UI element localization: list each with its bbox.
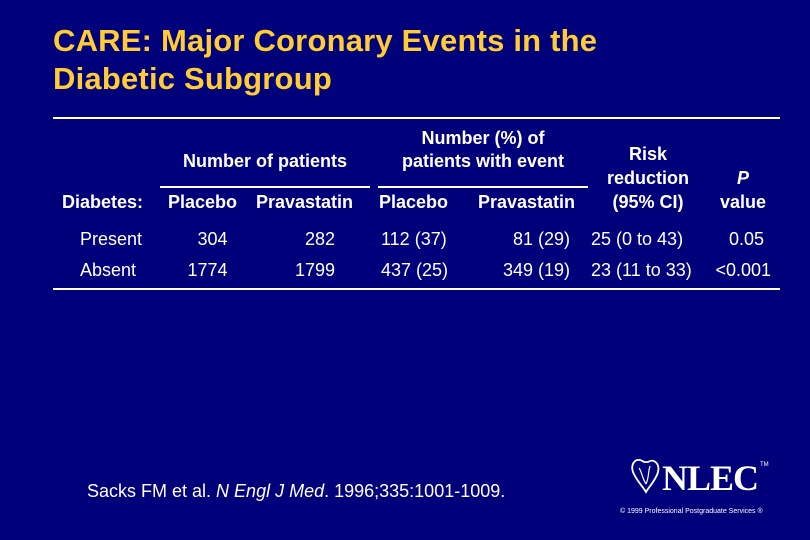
cell-risk: 23 (11 to 33) bbox=[591, 260, 692, 280]
header-risk-line-1: Risk bbox=[628, 144, 668, 164]
header-p-line-1: P bbox=[736, 168, 749, 188]
header-pravastatin-patients: Pravastatin bbox=[256, 192, 354, 212]
header-diabetes: Diabetes: bbox=[62, 192, 144, 212]
cell-placebo-event: 437 (25) bbox=[381, 260, 449, 280]
header-placebo-events: Placebo bbox=[379, 192, 449, 212]
logo-text: NLEC bbox=[662, 458, 758, 496]
title-line-1: CARE: Major Coronary Events in the bbox=[53, 23, 598, 58]
citation-details: . 1996;335:1001-1009. bbox=[324, 481, 506, 501]
cell-prava-event: 349 (19) bbox=[502, 260, 570, 280]
cell-p: <0.001 bbox=[715, 260, 771, 280]
cell-placebo-n: 1774 bbox=[187, 260, 228, 280]
cell-placebo-n: 304 bbox=[197, 229, 228, 249]
header-number-of-patients: Number of patients bbox=[182, 151, 347, 171]
event-group-underline bbox=[378, 186, 588, 188]
header-event-line-1: Number (%) of bbox=[421, 128, 545, 148]
row-label: Absent bbox=[80, 260, 137, 280]
top-rule bbox=[53, 117, 780, 119]
citation-journal: N Engl J Med bbox=[216, 481, 325, 501]
citation: Sacks FM et al. N Engl J Med. 1996;335:1… bbox=[87, 480, 505, 502]
citation-authors: Sacks FM et al. bbox=[87, 481, 217, 501]
cell-prava-n: 282 bbox=[304, 229, 335, 249]
cell-prava-event: 81 (29) bbox=[512, 229, 570, 249]
slide-title: CARE: Major Coronary Events in the Diabe… bbox=[53, 22, 597, 98]
cell-risk: 25 (0 to 43) bbox=[591, 229, 684, 249]
bottom-rule bbox=[53, 288, 780, 290]
cell-p: 0.05 bbox=[728, 229, 764, 249]
patients-group-underline bbox=[160, 186, 370, 188]
copyright-notice: © 1999 Professional Postgraduate Service… bbox=[620, 508, 763, 515]
title-line-2: Diabetic Subgroup bbox=[53, 61, 332, 96]
cell-prava-n: 1799 bbox=[294, 260, 335, 280]
header-p-line-2: value bbox=[719, 192, 767, 212]
nlec-logo: NLEC TM bbox=[630, 456, 770, 498]
header-risk-line-2: reduction bbox=[606, 168, 689, 188]
header-risk-line-3: (95% CI) bbox=[612, 192, 684, 212]
row-label: Present bbox=[80, 229, 143, 249]
cell-placebo-event: 112 (37) bbox=[381, 229, 447, 249]
header-placebo-patients: Placebo bbox=[168, 192, 238, 212]
header-pravastatin-events: Pravastatin bbox=[478, 192, 576, 212]
header-event-line-2: patients with event bbox=[401, 151, 565, 171]
heart-emblem-icon: NLEC TM bbox=[631, 458, 769, 498]
logo-trademark: TM bbox=[760, 462, 769, 468]
